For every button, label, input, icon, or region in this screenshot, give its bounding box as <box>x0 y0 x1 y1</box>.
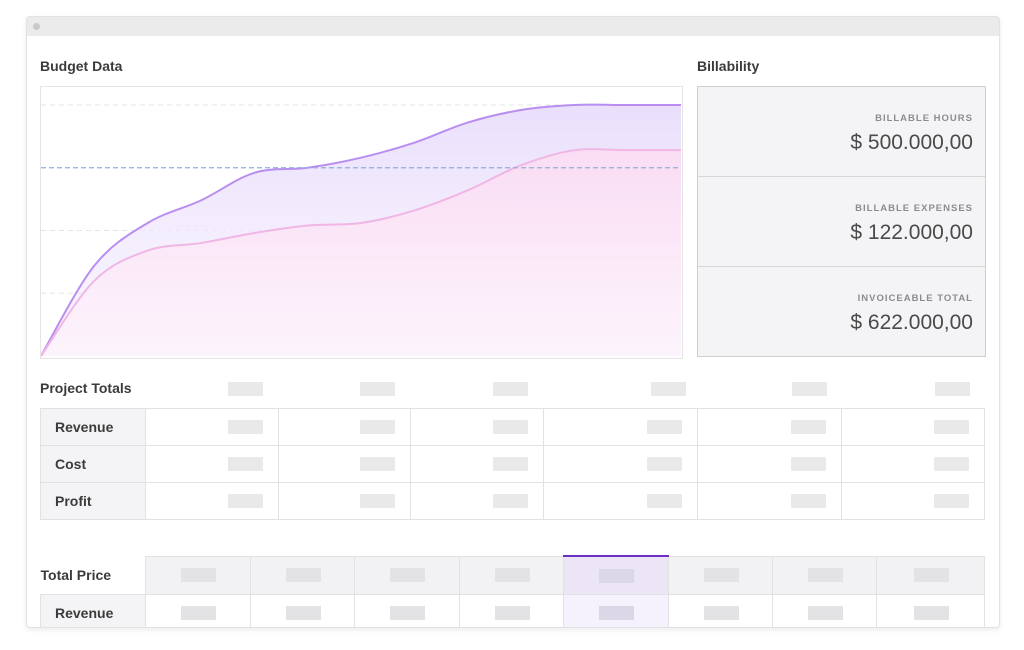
billable-hours-card: BILLABLE HOURS $ 500.000,00 <box>698 87 985 177</box>
column-header-placeholder <box>792 382 827 396</box>
table-cell[interactable] <box>250 594 355 627</box>
table-cell[interactable] <box>278 482 411 520</box>
row-label-revenue: Revenue <box>40 594 146 627</box>
table-cell[interactable] <box>145 445 279 483</box>
table-row: Cost <box>40 445 985 483</box>
table-cell[interactable] <box>668 594 773 627</box>
row-label-cost: Cost <box>40 445 146 483</box>
table-row: Profit <box>40 482 985 520</box>
row-label-revenue: Revenue <box>40 408 146 446</box>
table-cell[interactable] <box>410 482 544 520</box>
title-bar <box>27 17 999 36</box>
table-cell[interactable] <box>697 408 842 446</box>
column-header[interactable] <box>145 555 251 595</box>
project-totals-table: Revenue Cost Profit <box>40 408 985 520</box>
invoiceable-total-label: INVOICEABLE TOTAL <box>857 293 973 304</box>
budget-chart-svg <box>41 103 681 357</box>
billability-title: Billability <box>697 58 760 74</box>
app-window: Budget Data Billability BILLABLE HOURS $… <box>26 16 1000 628</box>
column-header[interactable] <box>459 555 564 595</box>
project-totals-title: Project Totals <box>40 380 132 396</box>
invoiceable-total-value: $ 622.000,00 <box>850 311 973 334</box>
column-header-placeholder <box>493 382 528 396</box>
column-header[interactable] <box>772 555 877 595</box>
column-header-placeholder <box>935 382 970 396</box>
table-cell[interactable] <box>410 408 544 446</box>
table-cell[interactable] <box>278 445 411 483</box>
table-cell[interactable] <box>278 408 411 446</box>
table-cell[interactable] <box>697 482 842 520</box>
table-cell[interactable] <box>841 445 985 483</box>
table-cell[interactable] <box>459 594 564 627</box>
invoiceable-total-card: INVOICEABLE TOTAL $ 622.000,00 <box>698 267 985 356</box>
table-row: Revenue <box>40 594 985 627</box>
billable-expenses-card: BILLABLE EXPENSES $ 122.000,00 <box>698 177 985 267</box>
column-header[interactable] <box>250 555 355 595</box>
window-dot-icon[interactable] <box>33 23 40 30</box>
table-cell[interactable] <box>543 482 698 520</box>
column-header-placeholder <box>228 382 263 396</box>
table-cell[interactable] <box>410 445 544 483</box>
table-header-row: Total Price <box>40 555 985 595</box>
row-label-profit: Profit <box>40 482 146 520</box>
billable-expenses-label: BILLABLE EXPENSES <box>855 203 973 214</box>
billable-expenses-value: $ 122.000,00 <box>850 221 973 244</box>
billable-hours-label: BILLABLE HOURS <box>875 113 973 124</box>
budget-data-title: Budget Data <box>40 58 123 74</box>
column-header-placeholder <box>360 382 395 396</box>
table-row: Revenue <box>40 408 985 446</box>
column-header[interactable] <box>876 555 985 595</box>
series-pink-area <box>41 149 681 356</box>
table-cell[interactable] <box>145 594 251 627</box>
table-cell[interactable] <box>841 482 985 520</box>
billability-panel: BILLABLE HOURS $ 500.000,00 BILLABLE EXP… <box>697 86 986 357</box>
column-header-selected[interactable] <box>563 555 669 595</box>
table-cell[interactable] <box>772 594 877 627</box>
table-cell[interactable] <box>145 482 279 520</box>
table-cell[interactable] <box>145 408 279 446</box>
column-header[interactable] <box>668 555 773 595</box>
budget-chart[interactable] <box>40 86 683 359</box>
total-price-table: Total Price Revenue <box>40 555 985 627</box>
table-cell-selected[interactable] <box>563 594 669 627</box>
total-price-title: Total Price <box>40 556 146 595</box>
column-header[interactable] <box>354 555 460 595</box>
table-cell[interactable] <box>543 408 698 446</box>
table-cell[interactable] <box>543 445 698 483</box>
column-header-placeholder <box>651 382 686 396</box>
table-cell[interactable] <box>841 408 985 446</box>
series-pink-line[interactable] <box>41 148 681 357</box>
table-cell[interactable] <box>354 594 460 627</box>
table-cell[interactable] <box>876 594 985 627</box>
series-purple-line[interactable] <box>41 103 681 357</box>
billable-hours-value: $ 500.000,00 <box>850 131 973 154</box>
table-cell[interactable] <box>697 445 842 483</box>
